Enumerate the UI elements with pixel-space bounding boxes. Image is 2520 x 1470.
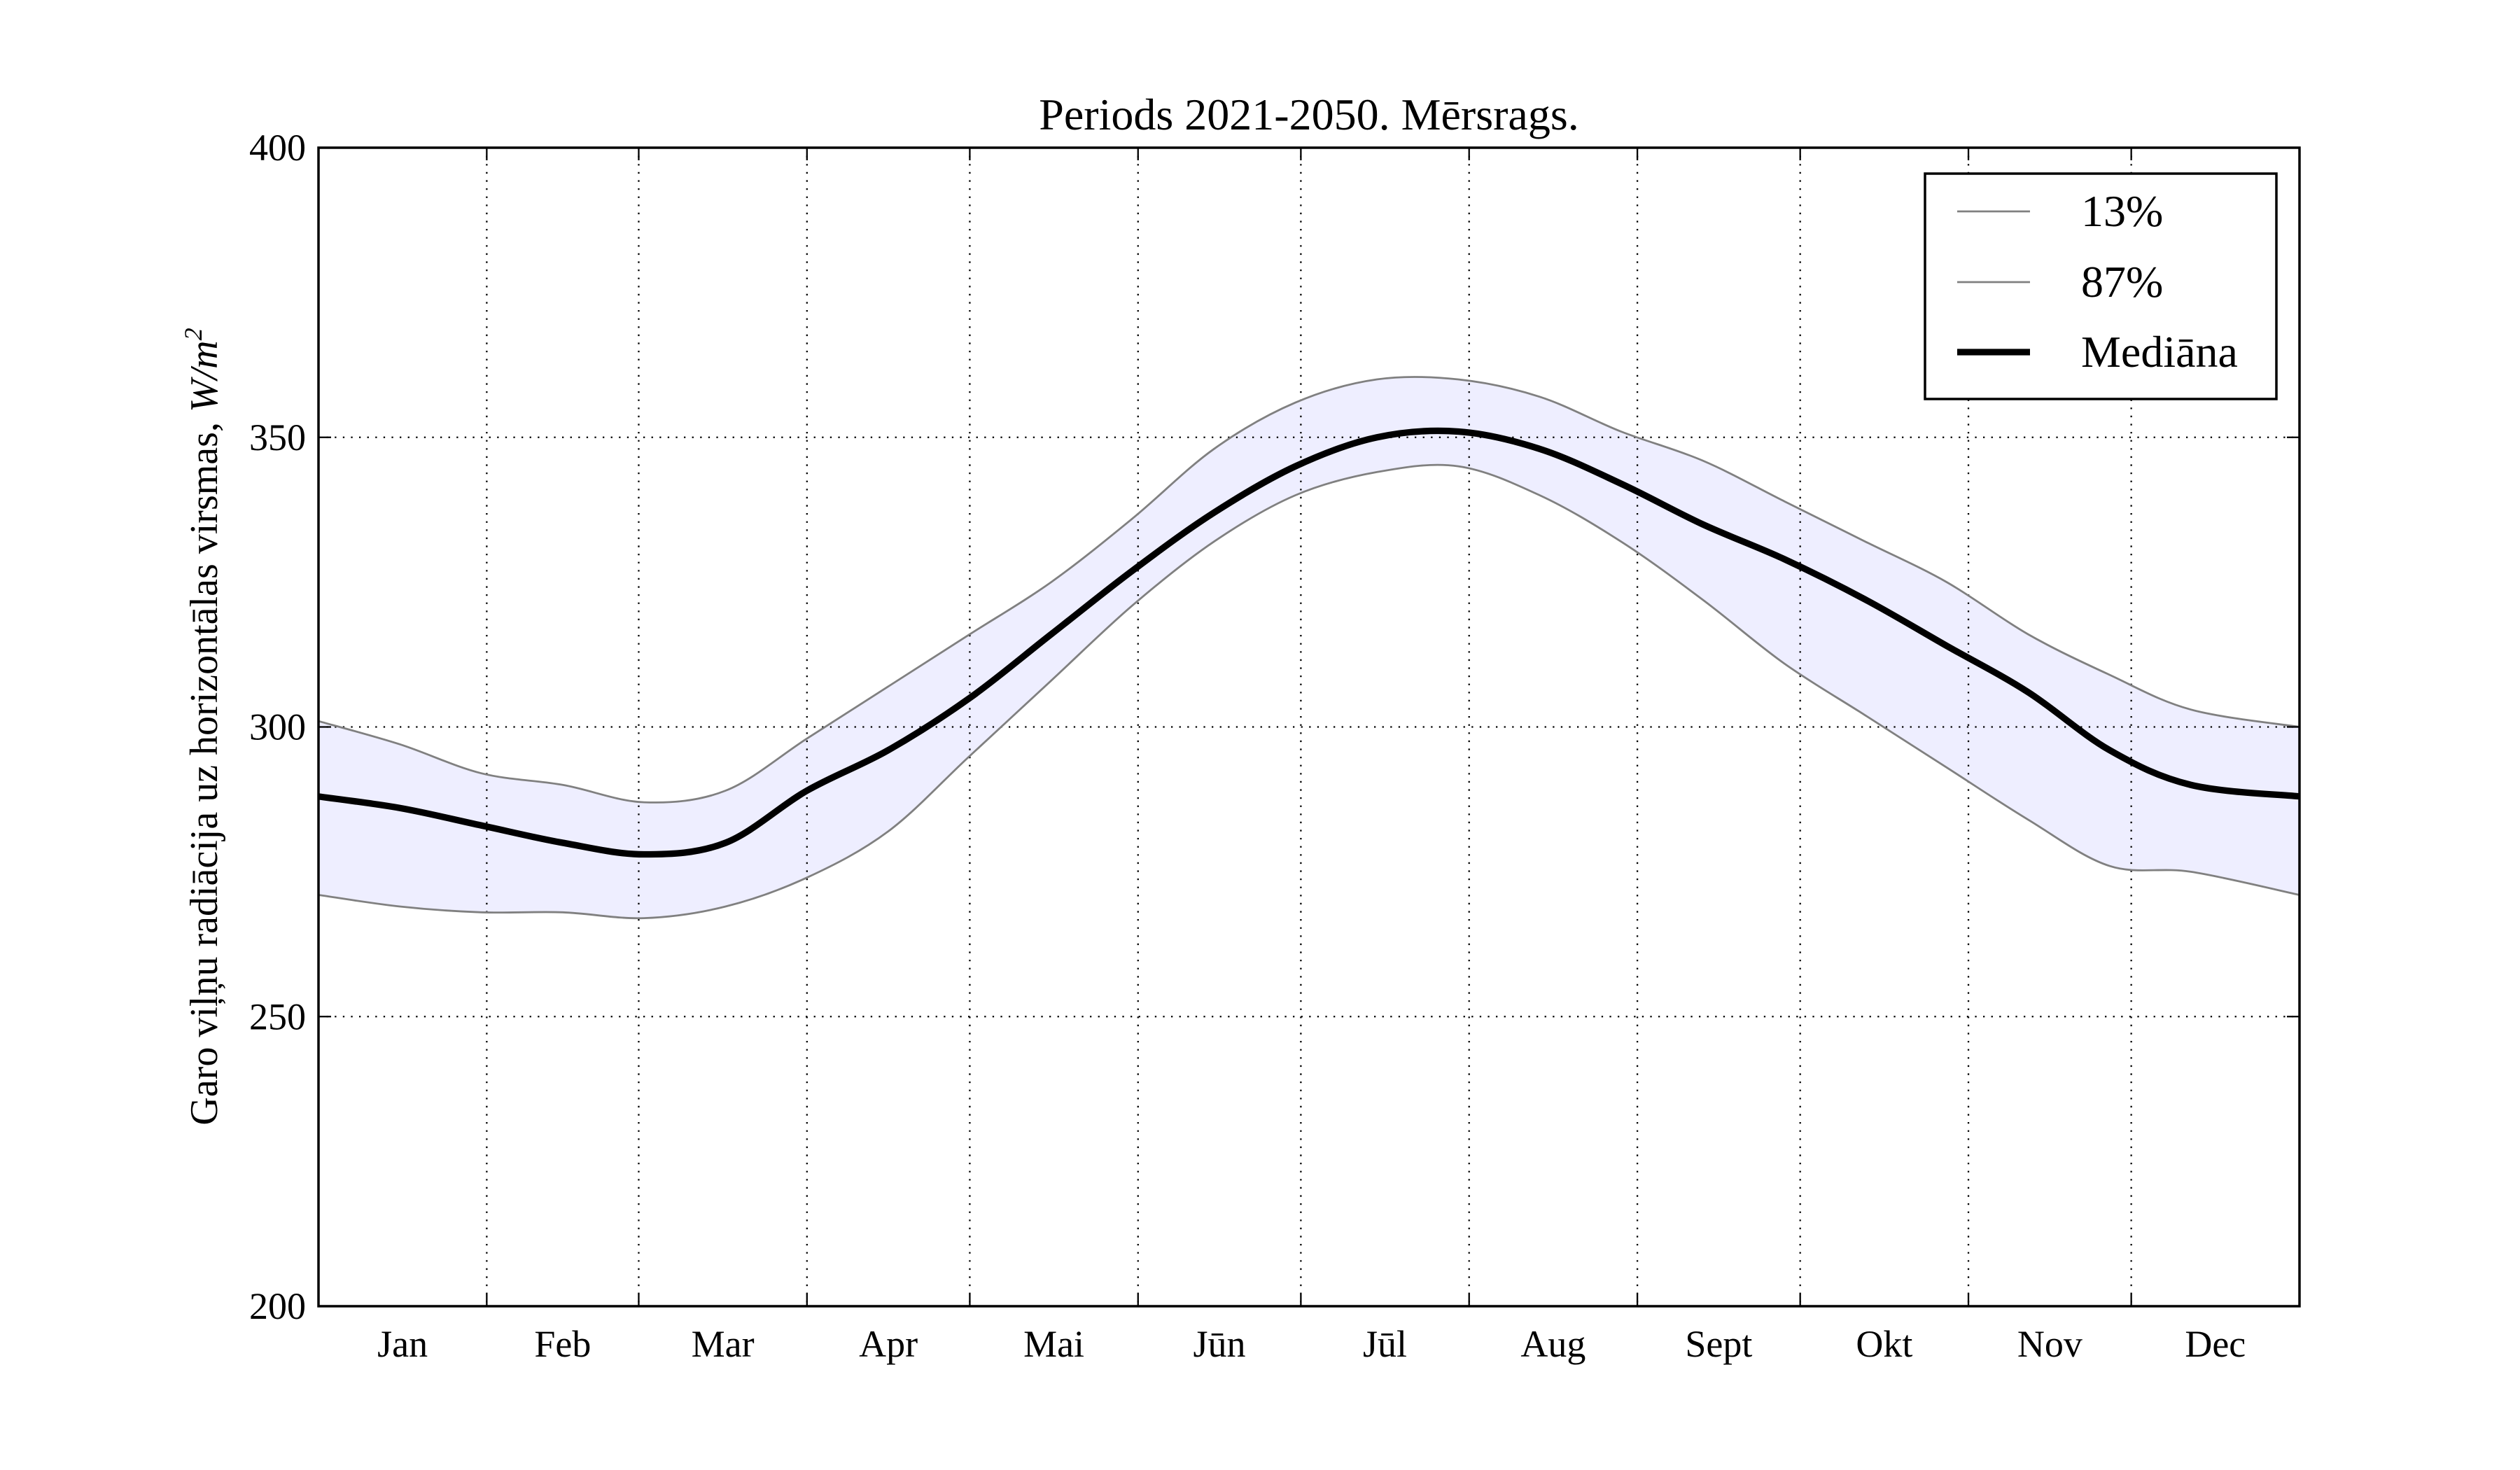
x-tick-label: Sept bbox=[1685, 1323, 1752, 1365]
x-tick-label: Mai bbox=[1023, 1323, 1084, 1365]
x-tick-label: Dec bbox=[2185, 1323, 2246, 1365]
x-tick-label: Mar bbox=[692, 1323, 755, 1365]
x-tick-label: Feb bbox=[534, 1323, 591, 1365]
series-line bbox=[318, 375, 2300, 804]
legend-label: 13% bbox=[2081, 186, 2163, 236]
legend-label: 87% bbox=[2081, 257, 2163, 307]
y-tick-label: 300 bbox=[249, 706, 306, 748]
y-tick-label: 250 bbox=[249, 995, 306, 1037]
x-tick-label: Jūl bbox=[1363, 1323, 1407, 1365]
x-tick-label: Nov bbox=[2017, 1323, 2082, 1365]
series-line bbox=[318, 463, 2300, 920]
y-tick-label: 350 bbox=[249, 416, 306, 458]
y-axis-label-text: Garo viļņu radiācija uz horizontālas vir… bbox=[183, 412, 226, 1126]
x-tick-label: Apr bbox=[859, 1323, 918, 1365]
y-axis-label-unit: W/m bbox=[183, 340, 226, 412]
chart-title: Periods 2021-2050. Mērsrags. bbox=[1039, 90, 1578, 139]
legend: 13% 87% Mediāna bbox=[1924, 172, 2278, 400]
y-axis-label-unit-exponent: 2 bbox=[179, 328, 207, 340]
y-axis-label: Garo viļņu radiācija uz horizontālas vir… bbox=[179, 328, 226, 1125]
series-line bbox=[318, 427, 2300, 858]
x-tick-label: Jūn bbox=[1194, 1323, 1246, 1365]
x-tick-label: Jan bbox=[377, 1323, 428, 1365]
x-tick-label: Aug bbox=[1520, 1323, 1586, 1365]
x-tick-label: Okt bbox=[1856, 1323, 1912, 1365]
y-tick-label: 400 bbox=[249, 127, 306, 169]
y-tick-label: 200 bbox=[249, 1285, 306, 1327]
legend-label: Mediāna bbox=[2081, 327, 2238, 377]
